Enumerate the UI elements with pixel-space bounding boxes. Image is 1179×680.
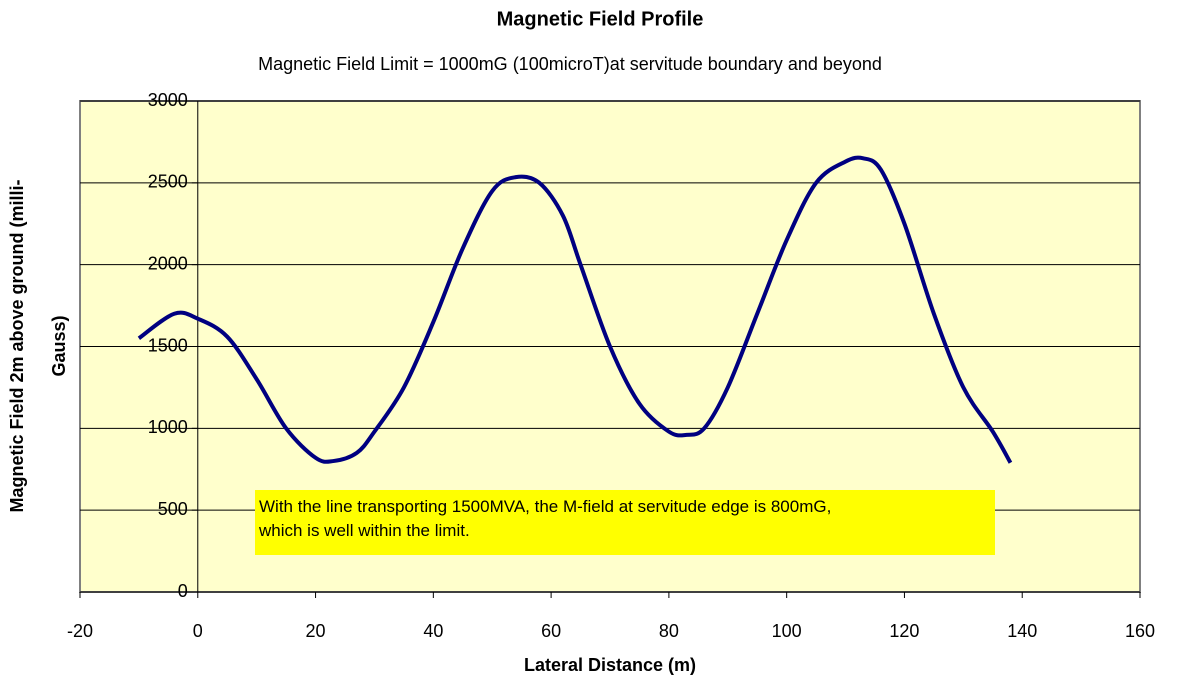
x-tick-label: 20 <box>306 621 326 641</box>
x-tick-label: 0 <box>193 621 203 641</box>
x-tick-label: 100 <box>772 621 802 641</box>
y-axis-label-line: Gauss) <box>49 315 69 376</box>
chart-subtitle: Magnetic Field Limit = 1000mG (100microT… <box>258 54 882 74</box>
x-tick-label: 40 <box>423 621 443 641</box>
x-tick-label: 80 <box>659 621 679 641</box>
x-tick-label: 120 <box>889 621 919 641</box>
y-tick-label: 1000 <box>148 417 188 437</box>
y-tick-label: 500 <box>158 499 188 519</box>
data-line <box>137 155 1013 464</box>
annotation-line: With the line transporting 1500MVA, the … <box>259 497 832 516</box>
annotation: With the line transporting 1500MVA, the … <box>255 490 995 555</box>
y-tick-label: 3000 <box>148 90 188 110</box>
y-tick-label: 1500 <box>148 335 188 355</box>
y-tick-label: 2000 <box>148 253 188 273</box>
y-tick-label: 0 <box>178 581 188 601</box>
chart-title: Magnetic Field Profile <box>497 8 704 30</box>
x-tick-label: 140 <box>1007 621 1037 641</box>
x-tick-label: -20 <box>67 621 93 641</box>
x-tick-label: 60 <box>541 621 561 641</box>
y-axis-label: Magnetic Field 2m above ground (milli- G… <box>7 179 69 512</box>
y-tick-label: 2500 <box>148 172 188 192</box>
y-axis-label-line: Magnetic Field 2m above ground (milli- <box>7 179 27 512</box>
x-axis-label: Lateral Distance (m) <box>524 655 696 675</box>
x-tick-label: 160 <box>1125 621 1155 641</box>
annotation-line: which is well within the limit. <box>259 521 470 540</box>
